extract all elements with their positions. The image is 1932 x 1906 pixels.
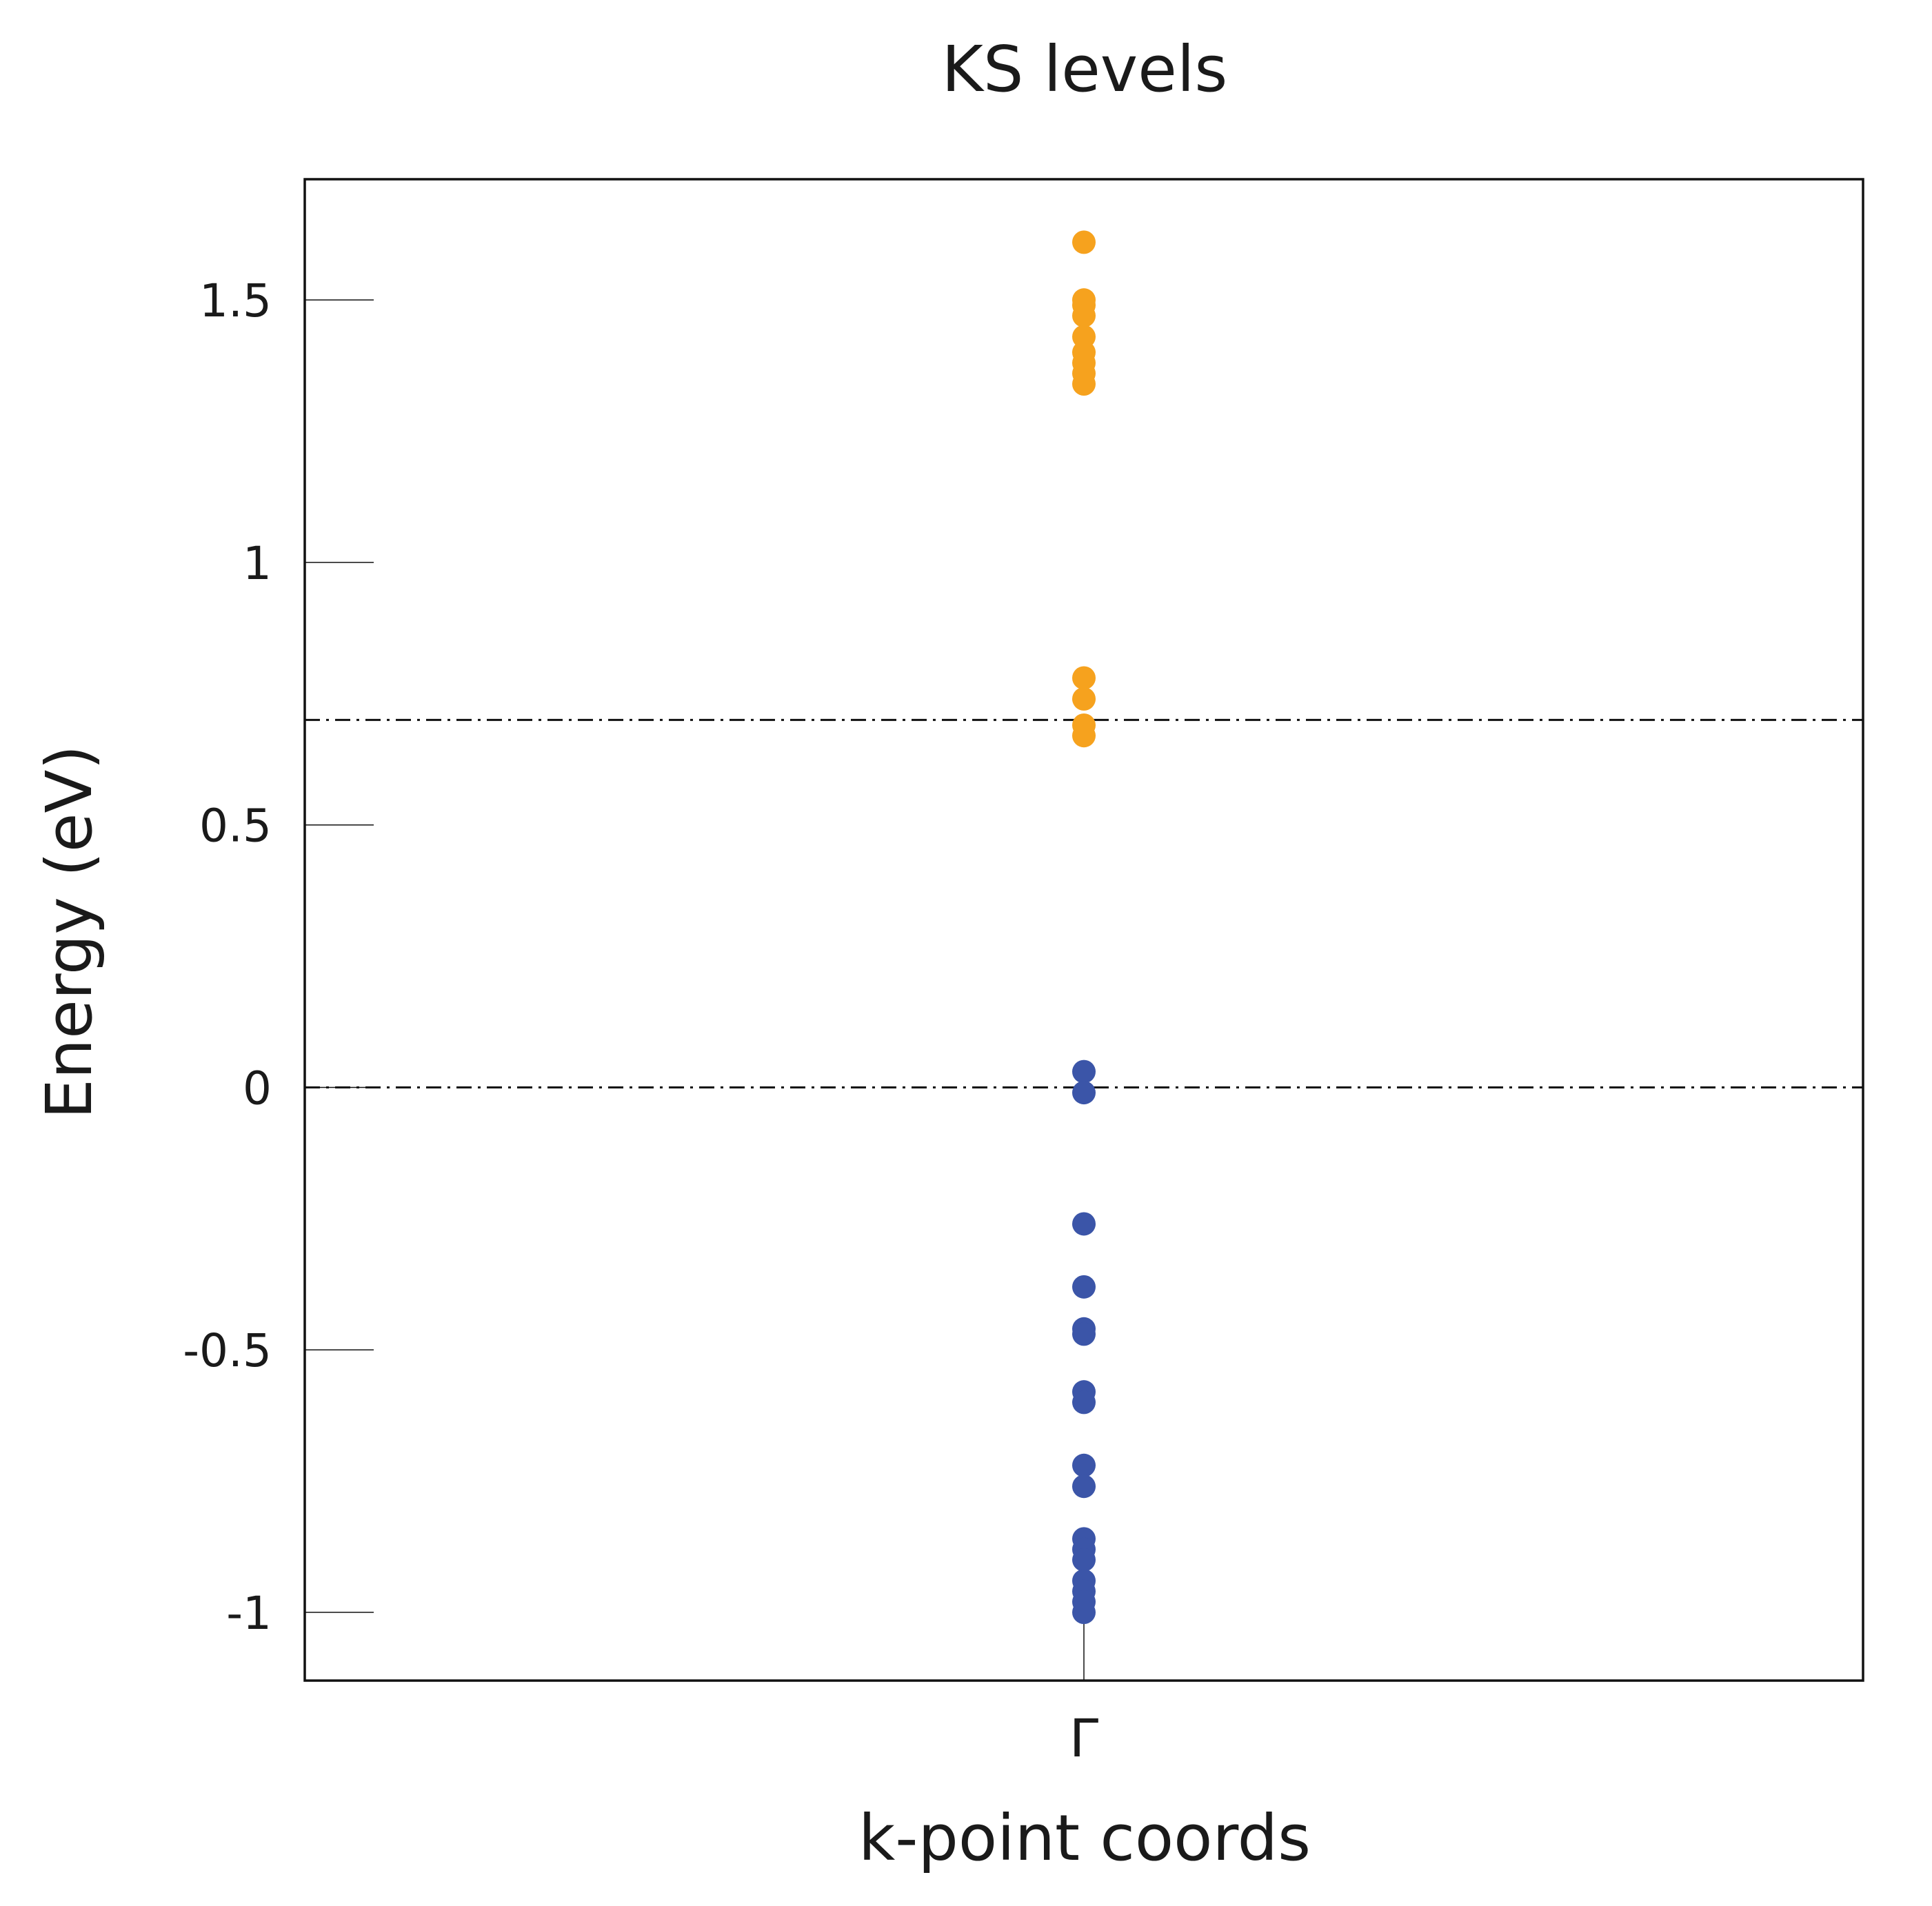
y-axis-ticks: -1 -0.5 0 0.5 1 1.5 [183, 274, 374, 1640]
data-point [1072, 1081, 1096, 1105]
data-point [1072, 687, 1096, 711]
y-tick-label: 0.5 [199, 800, 272, 853]
data-point [1072, 1474, 1096, 1499]
x-axis-ticks: Γ [1069, 1612, 1098, 1769]
chart-title: KS levels [942, 32, 1228, 106]
y-tick-label: 1 [243, 537, 272, 590]
data-point [1072, 230, 1096, 254]
data-point [1072, 304, 1096, 327]
y-tick-label: 0 [243, 1062, 272, 1115]
y-axis-label: Energy (eV) [32, 745, 106, 1119]
reference-lines [305, 718, 1863, 1088]
x-axis-label: k-point coords [858, 1801, 1311, 1875]
y-tick-label: -1 [226, 1587, 272, 1640]
data-point [1072, 1390, 1096, 1415]
y-tick-label: 1.5 [199, 274, 272, 327]
plot-area-frame [303, 178, 1864, 1682]
data-point [1072, 1212, 1096, 1236]
data-point [1072, 666, 1096, 690]
x-tick-label: Γ [1069, 1707, 1098, 1769]
data-point [1072, 1322, 1096, 1346]
data-point [1072, 372, 1096, 396]
data-point [1072, 1601, 1096, 1624]
data-point [1072, 1060, 1096, 1084]
data-point [1072, 724, 1096, 748]
y-tick-label: -0.5 [183, 1324, 272, 1377]
data-point [1072, 1453, 1096, 1477]
data-point [1072, 1275, 1096, 1299]
data-point [1072, 1548, 1096, 1572]
data-points [1072, 230, 1096, 1624]
